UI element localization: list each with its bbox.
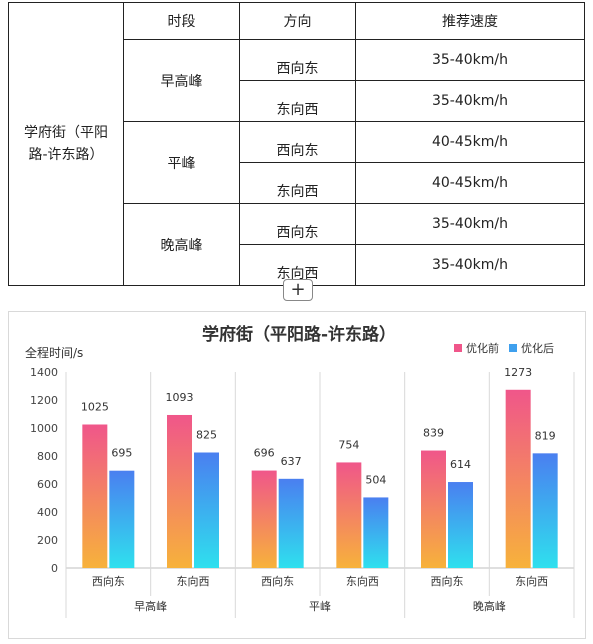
data-label-after: 695 [111, 447, 132, 460]
table-header-row: 学府街（平阳路-许东路） 时段 方向 推荐速度 [8, 2, 585, 286]
bar-after [109, 470, 135, 568]
bar-before [336, 462, 362, 568]
bar-before [82, 424, 108, 568]
bar-before [251, 470, 277, 568]
header-period: 时段 [123, 2, 240, 40]
y-tick-label: 200 [37, 534, 58, 547]
table-row: 东向西 40-45km/h [9, 162, 585, 204]
x-category-label: 东向西 [515, 574, 548, 588]
direction-cell: 西向东 [239, 121, 356, 163]
table-row: 平峰 西向东 40-45km/h [9, 121, 585, 204]
legend-swatch-before [454, 344, 462, 352]
speed-cell: 40-45km/h [355, 162, 585, 204]
data-label-after: 637 [281, 455, 302, 468]
bar-after [532, 453, 558, 568]
y-tick-label: 800 [37, 450, 58, 463]
table-row: 早高峰 西向东 35-40km/h [9, 39, 585, 122]
table-row: 东向西 35-40km/h [9, 80, 585, 122]
bar-after [363, 497, 389, 568]
legend: 优化前 优化后 [454, 341, 554, 355]
direction-cell: 东向西 [239, 162, 356, 204]
road-name-cell: 学府街（平阳路-许东路） [8, 2, 124, 286]
plot-area: 0 200 400 600 800 1000 1200 1400 1025 695 西向东 1093 8… [30, 366, 575, 618]
speed-cell: 35-40km/h [355, 39, 585, 81]
bar-before [505, 389, 531, 568]
data-label-before: 754 [338, 438, 359, 451]
period-cell: 平峰 [123, 121, 240, 204]
x-group-label: 晚高峰 [473, 599, 506, 613]
data-label-after: 614 [450, 458, 471, 471]
y-tick-label: 1400 [30, 366, 58, 379]
x-category-label: 西向东 [261, 574, 294, 588]
data-label-before: 1273 [504, 366, 532, 379]
y-tick-label: 400 [37, 506, 58, 519]
x-category-label: 西向东 [92, 574, 125, 588]
y-tick-label: 1200 [30, 394, 58, 407]
x-category-label: 西向东 [431, 574, 464, 588]
legend-swatch-after [509, 344, 517, 352]
speed-cell: 35-40km/h [355, 244, 585, 286]
period-cell: 早高峰 [123, 39, 240, 122]
y-axis-label: 全程时间/s [25, 345, 83, 360]
data-label-after: 825 [196, 429, 217, 442]
header-speed: 推荐速度 [355, 2, 585, 40]
x-group-label: 早高峰 [134, 599, 167, 613]
x-group-label: 平峰 [309, 600, 331, 613]
add-button[interactable]: + [283, 279, 313, 301]
data-label-after: 819 [535, 429, 556, 442]
legend-label-after: 优化后 [521, 341, 554, 355]
data-label-before: 839 [423, 427, 444, 440]
x-category-label: 东向西 [177, 574, 210, 588]
travel-time-chart: 学府街（平阳路-许东路） 全程时间/s 优化前 优化后 0 200 400 600 80… [8, 311, 586, 639]
data-label-before: 1025 [81, 401, 109, 414]
bar-after [448, 482, 473, 568]
period-cell: 晚高峰 [123, 203, 240, 286]
direction-cell: 东向西 [239, 80, 356, 122]
table-row: 晚高峰 西向东 35-40km/h [9, 203, 585, 286]
speed-cell: 35-40km/h [355, 203, 585, 245]
header-direction: 方向 [239, 2, 356, 40]
bar-after [194, 452, 219, 568]
y-tick-label: 0 [51, 562, 58, 575]
y-tick-label: 1000 [30, 422, 58, 435]
chart-title: 学府街（平阳路-许东路） [202, 324, 396, 345]
data-label-after: 504 [365, 473, 386, 486]
y-tick-label: 600 [37, 478, 58, 491]
speed-cell: 40-45km/h [355, 121, 585, 163]
data-label-before: 696 [254, 447, 275, 460]
direction-cell: 西向东 [239, 39, 356, 81]
legend-label-before: 优化前 [466, 341, 499, 355]
bar-before [421, 450, 446, 568]
x-category-label: 东向西 [346, 574, 379, 588]
bar-before [167, 414, 192, 568]
bar-after [278, 478, 304, 568]
chart-canvas: 学府街（平阳路-许东路） 全程时间/s 优化前 优化后 0 200 400 600 80… [25, 324, 575, 618]
speed-table: 学府街（平阳路-许东路） 时段 方向 推荐速度 早高峰 西向东 35-40km/… [8, 2, 585, 286]
direction-cell: 西向东 [239, 203, 356, 245]
speed-cell: 35-40km/h [355, 80, 585, 122]
data-label-before: 1093 [166, 391, 194, 404]
